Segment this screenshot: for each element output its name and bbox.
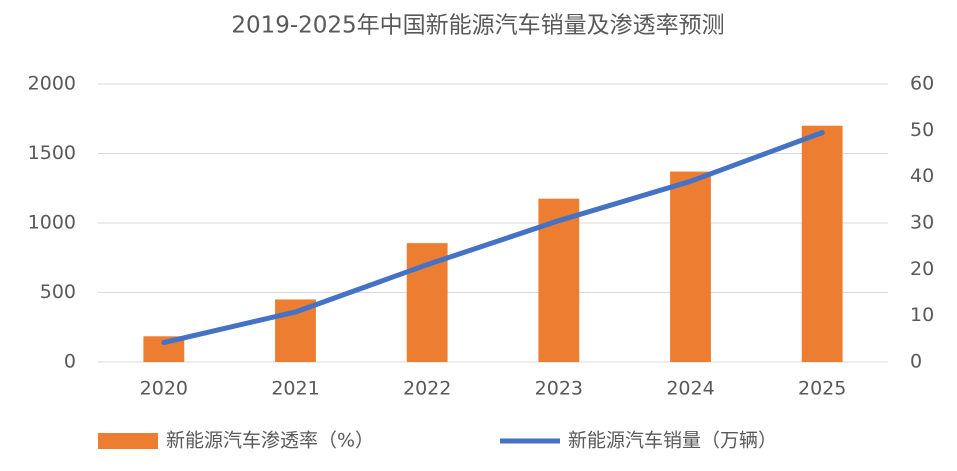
y-tick-label: 1500 (28, 142, 76, 164)
y2-tick-label: 60 (910, 73, 934, 95)
x-tick-label: 2024 (666, 378, 714, 400)
y2-tick-label: 10 (910, 304, 934, 326)
y2-tick-label: 0 (910, 351, 922, 373)
legend-swatch (98, 433, 158, 449)
x-tick-label: 2023 (535, 378, 583, 400)
x-tick-label: 2022 (403, 378, 451, 400)
chart-title: 2019-2025年中国新能源汽车销量及渗透率预测 (231, 13, 724, 39)
legend-label: 新能源汽车渗透率（%） (166, 430, 374, 452)
x-tick-label: 2021 (271, 378, 319, 400)
legend-label: 新能源汽车销量（万辆） (568, 430, 777, 452)
y2-tick-label: 50 (910, 119, 934, 141)
y2-tick-label: 20 (910, 258, 934, 280)
x-tick-label: 2020 (140, 378, 188, 400)
y-tick-label: 2000 (28, 73, 76, 95)
y-tick-label: 500 (40, 281, 76, 303)
y2-tick-label: 30 (910, 212, 934, 234)
y2-tick-label: 40 (910, 165, 934, 187)
bar (801, 125, 843, 362)
x-tick-label: 2025 (798, 378, 846, 400)
y-tick-label: 0 (64, 351, 76, 373)
y-tick-label: 1000 (28, 212, 76, 234)
line (161, 130, 825, 346)
bar (670, 171, 711, 362)
